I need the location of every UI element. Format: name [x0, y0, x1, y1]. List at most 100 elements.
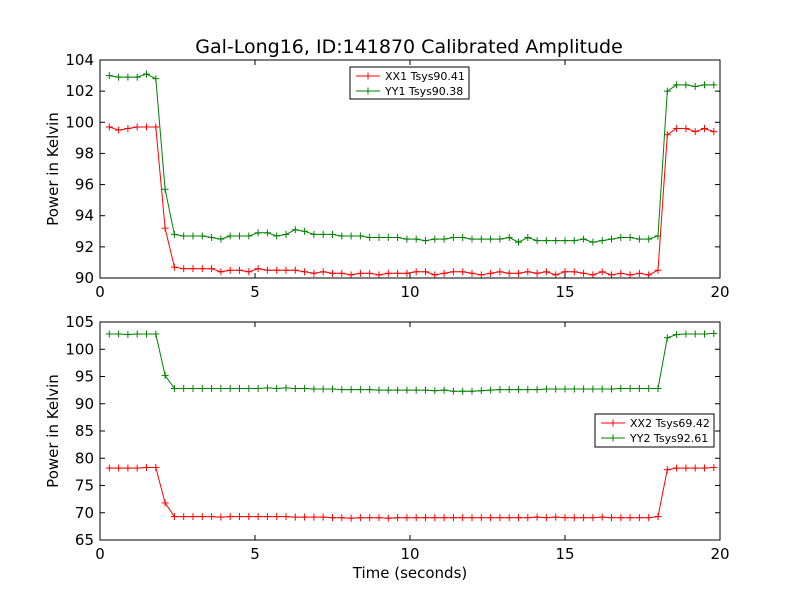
legend: XX2 Tsys69.42 YY2 Tsys92.61 [594, 413, 715, 448]
data-point [189, 265, 197, 273]
data-point [617, 514, 625, 522]
data-point [533, 386, 541, 394]
data-point [673, 331, 681, 339]
data-point [301, 227, 309, 235]
data-point [217, 384, 225, 392]
data-point [282, 266, 290, 274]
data-point [515, 238, 522, 246]
series-1 [105, 464, 718, 522]
data-point [208, 265, 216, 273]
data-point [496, 235, 504, 243]
x-tick-label: 0 [95, 545, 105, 563]
y-tick-label: 94 [75, 207, 94, 225]
y-tick-label: 100 [65, 113, 94, 131]
y-tick-label: 90 [75, 395, 94, 413]
data-point [356, 232, 364, 240]
data-point [254, 265, 262, 273]
data-point [533, 237, 541, 245]
x-tick-label: 10 [400, 283, 419, 301]
data-point [682, 330, 690, 338]
data-point [542, 385, 550, 393]
data-point [394, 234, 402, 242]
data-point [412, 386, 420, 394]
legend-box [349, 66, 470, 100]
data-point [542, 268, 550, 276]
data-point [366, 514, 374, 522]
data-point [552, 271, 560, 279]
data-point [115, 464, 123, 472]
data-point [468, 514, 476, 522]
data-point [598, 513, 606, 521]
legend-item: XX2 Tsys69.42 [601, 417, 710, 430]
series-2 [105, 329, 718, 395]
data-point [524, 386, 532, 394]
data-point [431, 271, 439, 279]
data-point [236, 232, 243, 240]
data-point [301, 513, 309, 521]
data-point [617, 269, 625, 277]
data-point [143, 123, 150, 131]
data-point [226, 513, 234, 521]
data-point [440, 514, 448, 522]
data-point [208, 234, 216, 242]
data-point [524, 268, 532, 276]
data-point [663, 87, 671, 95]
y-tick-label: 90 [75, 269, 94, 287]
data-point [338, 232, 346, 240]
data-point [236, 266, 243, 274]
data-point [347, 232, 355, 240]
data-point [133, 123, 141, 131]
data-point [682, 464, 690, 472]
data-point [710, 128, 718, 136]
data-point [552, 385, 560, 393]
data-point [384, 269, 392, 277]
data-point [682, 125, 690, 133]
data-point [161, 499, 169, 507]
data-point [366, 269, 374, 277]
data-point [403, 514, 411, 522]
data-point [217, 268, 225, 276]
y-tick-label: 96 [75, 176, 94, 194]
data-point [105, 464, 113, 472]
data-point [663, 334, 671, 342]
data-point [170, 513, 178, 521]
data-point [226, 266, 234, 274]
data-point [673, 125, 681, 133]
legend-label: XX2 Tsys69.42 [630, 417, 710, 430]
data-point [645, 235, 653, 243]
data-point [477, 271, 485, 279]
data-point [273, 384, 281, 392]
legend-label: YY1 Tsys90.38 [384, 85, 463, 98]
data-point [654, 384, 662, 392]
data-point [626, 384, 634, 392]
data-point [645, 384, 653, 392]
data-point [570, 514, 578, 522]
data-point [422, 514, 429, 522]
data-point [282, 384, 290, 392]
data-point [189, 232, 197, 240]
data-point [329, 269, 336, 277]
legend-item: XX1 Tsys90.41 [356, 70, 465, 83]
data-point [468, 235, 476, 243]
data-point [412, 235, 420, 243]
data-point [226, 232, 234, 240]
data-point [635, 384, 643, 392]
data-point [347, 514, 355, 522]
data-point [133, 73, 141, 81]
data-point [598, 268, 606, 276]
data-point [273, 266, 281, 274]
data-point [301, 384, 309, 392]
data-point [180, 232, 188, 240]
x-tick-label: 20 [710, 283, 729, 301]
data-point [198, 265, 206, 273]
data-point [208, 384, 216, 392]
data-point [496, 514, 504, 522]
bottom-panel: 0 5 10 15 20 65 70 75 80 85 90 95 100 105 Power in Kel… [44, 313, 730, 582]
data-point [496, 268, 504, 276]
data-point [710, 81, 718, 89]
data-point [422, 268, 429, 276]
data-point [329, 514, 336, 522]
y-tick-label: 92 [75, 238, 94, 256]
data-point [701, 125, 708, 133]
